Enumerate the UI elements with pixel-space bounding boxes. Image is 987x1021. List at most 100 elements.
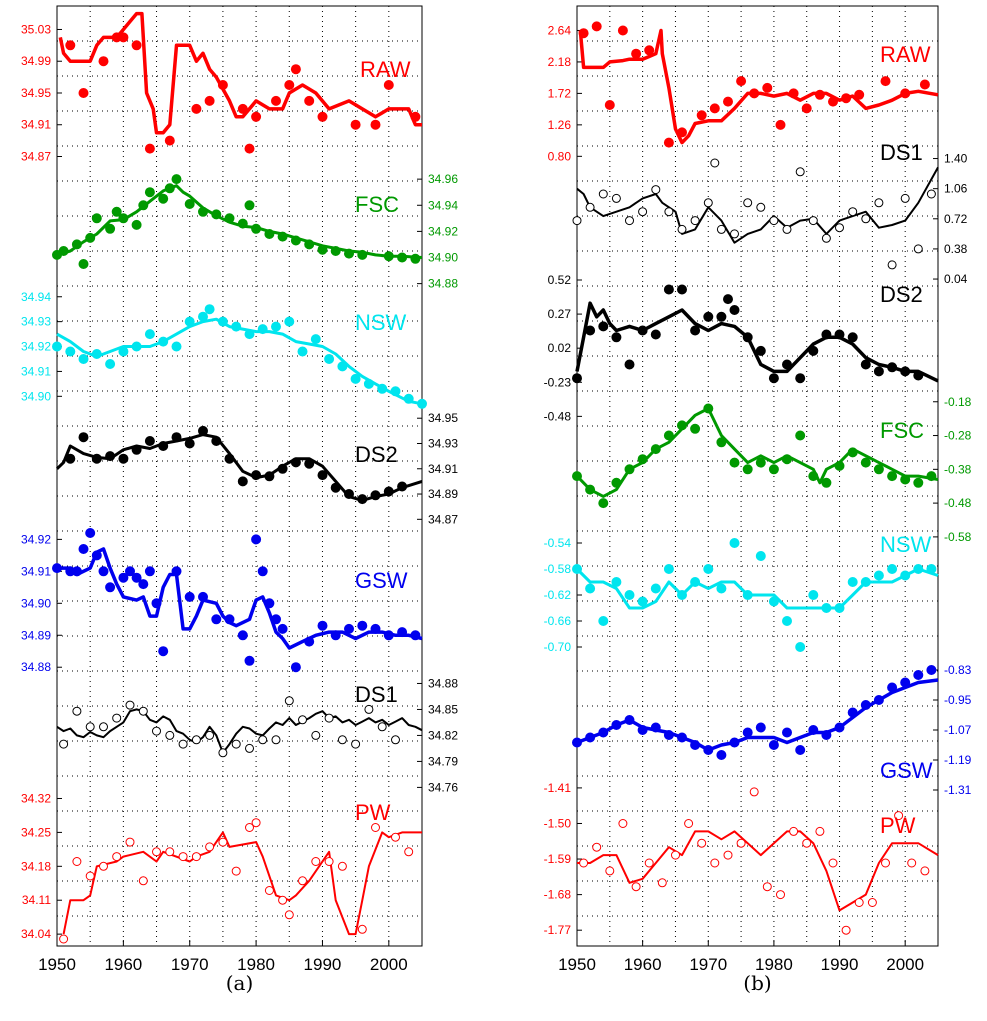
data-point [377,722,387,732]
data-point [919,79,930,90]
series-line [575,567,939,610]
data-point [317,111,328,122]
data-point [52,563,62,574]
series-label: PW [355,800,391,825]
y-tick-label: 34.95 [428,411,458,425]
data-point [370,623,381,634]
data-point [690,740,701,750]
data-point [677,127,687,138]
data-point [663,730,674,740]
y-axis-right: 34.96 34.94 34.92 34.90 34.88 [417,172,458,291]
data-point [572,737,582,748]
data-point [821,730,832,740]
data-point [782,224,792,234]
data-point [631,882,641,892]
data-point [105,359,116,369]
data-point [755,722,766,733]
data-point [873,695,884,705]
data-point [742,590,753,600]
y-tick-label: 35.03 [21,22,51,36]
series-label: FSC [880,418,924,443]
y-tick-label: 34.88 [428,676,458,690]
data-point [768,740,779,750]
data-point [298,876,307,886]
series-label: DS2 [880,282,923,307]
data-point [637,725,648,735]
data-point [184,438,195,449]
y-tick-label: 34.92 [21,340,51,354]
data-point [585,583,596,594]
data-point [171,566,182,577]
data-point [617,25,628,36]
data-point [663,137,674,148]
y-tick-label: 34.04 [21,927,51,941]
y-tick-label: -1.77 [544,923,572,937]
data-point [690,325,701,336]
data-point [264,886,274,895]
data-point [900,570,911,581]
data-point [650,583,661,594]
data-point [650,722,661,733]
series-ds2: 0.52 0.27 0.02 -0.23 -0.48 DS2 [544,273,939,423]
y-axis-right: 34.88 34.85 34.82 34.79 34.76 [417,676,458,794]
y-tick-label: -0.58 [944,530,972,544]
data-point [788,88,799,99]
data-point [828,858,838,868]
data-point [91,349,102,359]
y-tick-label: 34.88 [21,660,51,674]
data-point [131,444,142,455]
series-fsc: -0.18 -0.28 -0.38 -0.48 -0.58 FSC [572,395,972,544]
data-point [821,233,831,243]
data-point [231,739,241,749]
y-tick-label: 34.90 [21,389,51,403]
data-point [310,334,321,345]
data-point [913,370,924,381]
data-point [337,861,347,871]
data-point [881,858,890,868]
data-point [841,925,851,935]
data-point [768,464,779,475]
data-point [769,216,779,226]
data-point [304,636,315,647]
y-tick-label: -0.83 [944,663,972,677]
y-tick-label: 2.18 [548,55,572,69]
x-tick-label: 1980 [237,955,275,974]
data-point [330,246,341,256]
y-tick-label: 34.93 [428,436,458,450]
data-point [237,630,248,641]
data-point [808,216,818,226]
data-point [756,202,766,212]
data-point [926,564,937,574]
data-point [178,852,188,862]
data-point [847,707,858,718]
data-point [789,826,799,836]
data-point [821,477,832,488]
series-label: FSC [355,192,399,217]
data-point [138,876,148,886]
data-point [251,223,262,234]
data-point [152,726,161,736]
series-nsw: 34.94 34.93 34.92 34.91 34.90 NSW [21,290,427,409]
data-point [218,748,228,758]
data-point [118,213,129,224]
data-point [71,566,82,577]
data-point [847,447,858,458]
data-point [278,895,288,905]
data-point [65,453,76,464]
data-point [572,564,582,574]
x-tick-label: 2000 [370,955,408,974]
y-tick-label: 1.26 [548,118,572,132]
y-tick-label: -0.23 [544,375,572,389]
data-point [907,858,917,868]
series-line [576,166,939,244]
grid [577,6,938,946]
data-point [125,837,135,847]
data-point [371,823,380,832]
y-tick-label: 0.80 [548,149,572,163]
data-point [344,248,354,259]
data-point [611,193,621,203]
data-point [198,206,208,217]
data-point [755,345,766,356]
data-point [112,852,122,862]
data-point [592,842,602,852]
